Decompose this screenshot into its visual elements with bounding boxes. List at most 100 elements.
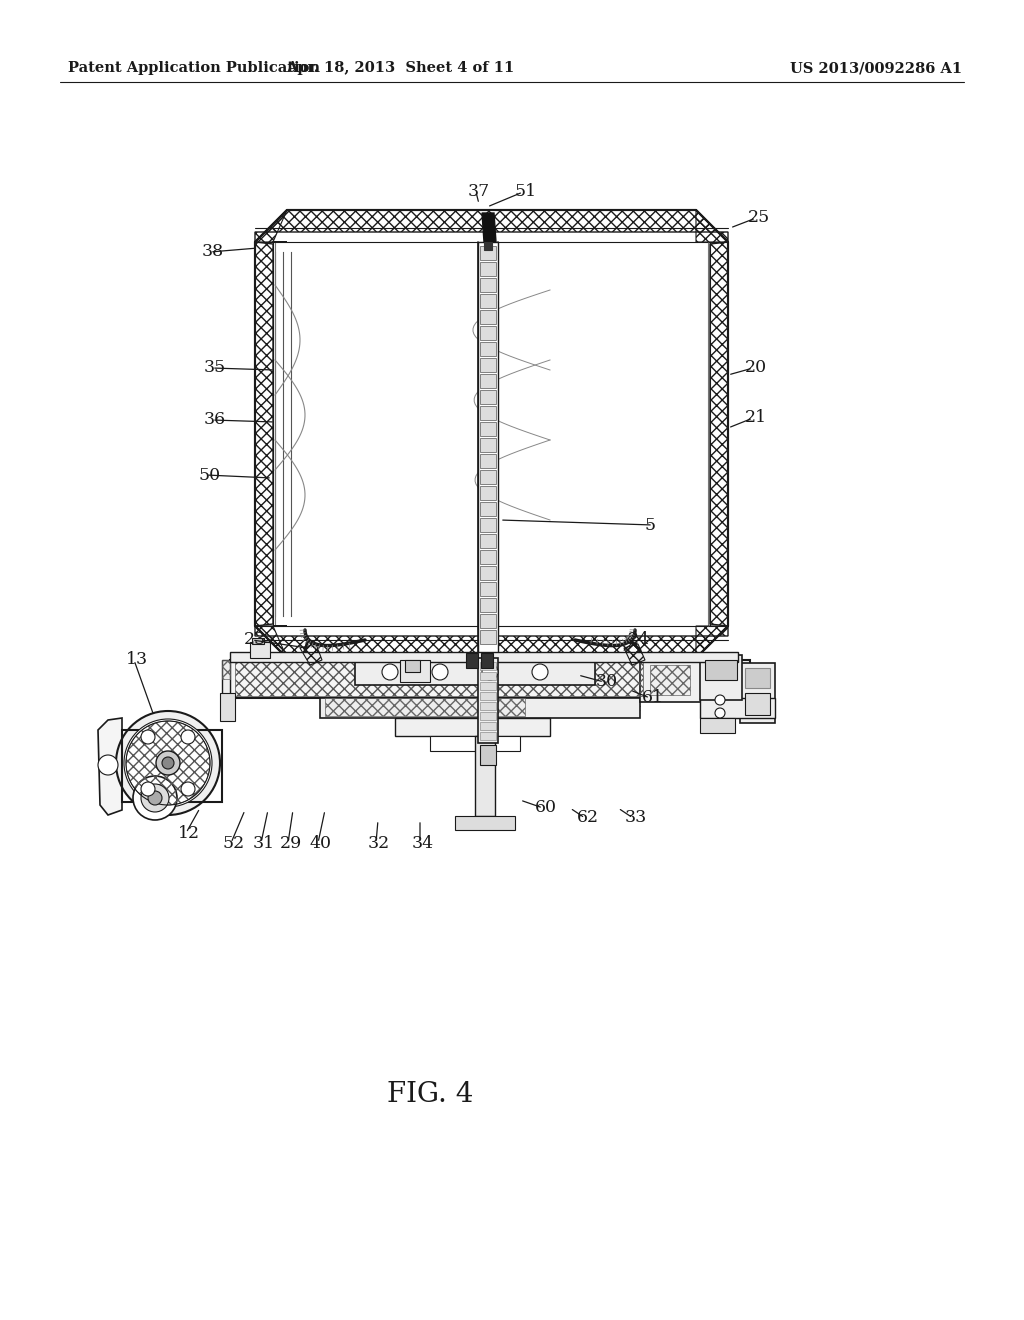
Text: 20: 20 [745, 359, 767, 376]
Bar [480, 407, 496, 420]
Bar [700, 698, 775, 718]
Bar [230, 660, 738, 698]
Circle shape [382, 664, 398, 680]
Text: 12: 12 [178, 825, 200, 842]
Bar [480, 722, 496, 730]
Text: 38: 38 [202, 243, 224, 260]
Text: 51: 51 [515, 183, 538, 201]
Bar [481, 653, 493, 668]
Text: US 2013/0092286 A1: US 2013/0092286 A1 [790, 61, 963, 75]
Bar [480, 502, 496, 516]
Text: 31: 31 [253, 834, 275, 851]
Text: 33: 33 [625, 809, 647, 826]
Bar [430, 737, 520, 751]
Bar [455, 816, 515, 830]
Circle shape [141, 784, 169, 812]
Text: 50: 50 [198, 466, 220, 483]
Circle shape [124, 719, 212, 807]
Bar [222, 660, 230, 698]
Bar [475, 737, 495, 816]
Bar [480, 422, 496, 436]
Bar [700, 655, 742, 700]
Text: 5: 5 [645, 516, 656, 533]
Bar [480, 261, 496, 276]
Bar [480, 294, 496, 308]
Bar [480, 454, 496, 469]
Bar [705, 660, 737, 680]
Bar [480, 342, 496, 356]
Bar [700, 718, 735, 733]
Bar [325, 698, 525, 715]
Bar [480, 682, 496, 690]
Text: 35: 35 [204, 359, 226, 376]
Bar [480, 582, 496, 597]
Polygon shape [98, 718, 122, 814]
Circle shape [141, 730, 155, 744]
Bar [478, 242, 498, 660]
Bar [480, 470, 496, 484]
Bar [480, 389, 496, 404]
Text: 30: 30 [596, 673, 618, 690]
Text: 61: 61 [642, 689, 664, 706]
Bar [480, 692, 496, 700]
Bar [480, 326, 496, 341]
Bar [400, 660, 430, 682]
Circle shape [715, 708, 725, 718]
Bar [745, 668, 770, 688]
Bar [745, 693, 770, 715]
Bar [480, 614, 496, 628]
Circle shape [181, 730, 195, 744]
Bar [480, 733, 496, 741]
Text: FIG. 4: FIG. 4 [387, 1081, 473, 1109]
Circle shape [133, 776, 177, 820]
Text: Apr. 18, 2013  Sheet 4 of 11: Apr. 18, 2013 Sheet 4 of 11 [286, 61, 514, 75]
Bar [480, 711, 496, 719]
Bar [480, 744, 496, 766]
Circle shape [432, 664, 449, 680]
Bar [480, 535, 496, 548]
Bar [220, 693, 234, 721]
Bar [480, 358, 496, 372]
Bar [650, 665, 690, 696]
Bar [480, 279, 496, 292]
Text: 62: 62 [577, 809, 599, 826]
Bar [640, 660, 740, 702]
Bar [480, 663, 496, 671]
Text: 29: 29 [280, 834, 302, 851]
Text: 13: 13 [126, 652, 148, 668]
Circle shape [141, 781, 155, 796]
Text: 52: 52 [223, 834, 246, 851]
Circle shape [162, 756, 174, 770]
Bar [480, 486, 496, 500]
Bar [480, 310, 496, 323]
Polygon shape [482, 213, 496, 242]
Bar [406, 660, 420, 672]
Text: 25: 25 [748, 210, 770, 227]
Bar [480, 598, 496, 612]
Bar [466, 653, 478, 668]
Circle shape [148, 791, 162, 805]
Bar [122, 730, 222, 803]
Polygon shape [255, 210, 728, 657]
Bar [480, 566, 496, 579]
Bar [480, 702, 496, 710]
Circle shape [715, 696, 725, 705]
Text: 23: 23 [244, 631, 266, 648]
Bar [355, 655, 595, 685]
Text: 24: 24 [628, 631, 650, 648]
Bar [480, 246, 496, 260]
Text: 21: 21 [745, 409, 767, 426]
Bar [480, 438, 496, 451]
Bar [480, 550, 496, 564]
Circle shape [482, 664, 498, 680]
Circle shape [98, 755, 118, 775]
Bar [480, 672, 496, 680]
Text: 37: 37 [468, 183, 490, 201]
Bar [480, 630, 496, 644]
Circle shape [116, 711, 220, 814]
Text: Patent Application Publication: Patent Application Publication [68, 61, 319, 75]
Bar [319, 698, 640, 718]
Text: 32: 32 [368, 834, 390, 851]
Bar [230, 652, 738, 663]
Bar [395, 718, 550, 737]
